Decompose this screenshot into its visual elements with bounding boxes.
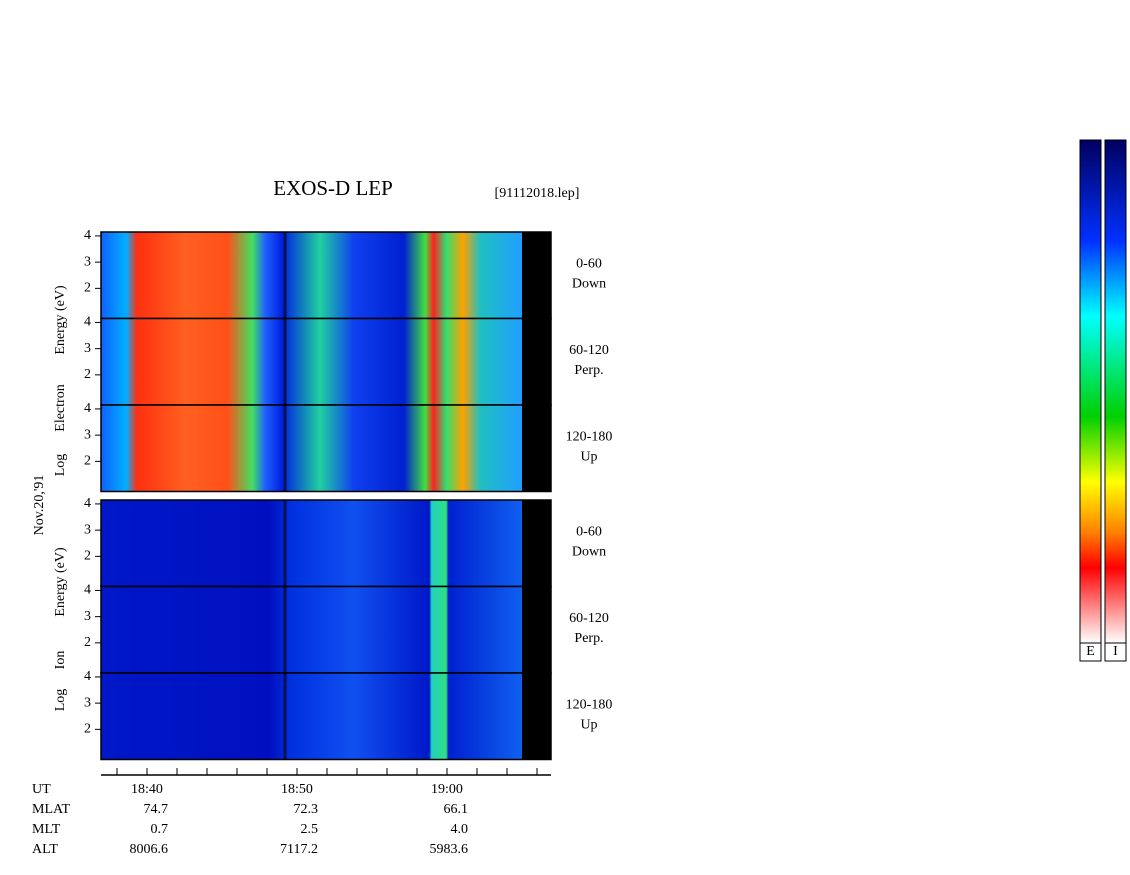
panel-direction: Down bbox=[572, 276, 606, 291]
date: Nov.20,'91 bbox=[32, 475, 47, 536]
color-bar-box bbox=[1104, 642, 1127, 662]
y-tick-label: 2 bbox=[84, 549, 91, 564]
no-data bbox=[522, 318, 551, 405]
row-label: MLAT bbox=[32, 802, 71, 817]
y-axis-label: Electron bbox=[53, 384, 68, 431]
no-data bbox=[522, 673, 551, 760]
color-bar-box bbox=[1079, 642, 1102, 662]
orbit-value: 0.7 bbox=[151, 822, 169, 837]
color-bar-label: I bbox=[1113, 644, 1118, 659]
panel-angle: 120-180 bbox=[566, 429, 613, 444]
y-tick-label: 4 bbox=[84, 669, 91, 684]
y-tick-label: 2 bbox=[84, 454, 91, 469]
panel-angle: 0-60 bbox=[576, 524, 602, 539]
row-label: MLT bbox=[32, 822, 61, 837]
y-axis-label: Log bbox=[53, 454, 68, 477]
color-bar-label: E bbox=[1086, 644, 1095, 659]
orbit-value: 74.7 bbox=[144, 802, 169, 817]
time-label: 18:50 bbox=[281, 782, 313, 797]
y-tick-label: 4 bbox=[84, 315, 91, 330]
y-tick-label: 3 bbox=[84, 695, 91, 710]
y-tick-label: 4 bbox=[84, 583, 91, 598]
y-tick-label: 2 bbox=[84, 722, 91, 737]
row-label: UT bbox=[32, 782, 51, 797]
panel-frame bbox=[100, 404, 552, 493]
spectrogram bbox=[101, 673, 522, 760]
y-axis-label: Energy (eV) bbox=[53, 547, 68, 617]
spectrogram bbox=[101, 500, 522, 587]
color-bar bbox=[1104, 139, 1127, 644]
y-tick-label: 3 bbox=[84, 341, 91, 356]
color-bar bbox=[1079, 139, 1102, 644]
y-tick-label: 3 bbox=[84, 609, 91, 624]
y-tick-label: 3 bbox=[84, 522, 91, 537]
orbit-value: 4.0 bbox=[451, 822, 469, 837]
title: EXOS-D LEP bbox=[273, 176, 393, 200]
y-axis-label: Energy (eV) bbox=[53, 285, 68, 355]
no-data bbox=[522, 586, 551, 673]
panel-frame bbox=[100, 672, 552, 761]
panel-direction: Perp. bbox=[574, 363, 603, 378]
no-data bbox=[522, 232, 551, 319]
orbit-value: 7117.2 bbox=[280, 842, 318, 857]
time-label: 19:00 bbox=[431, 782, 463, 797]
panel-angle: 0-60 bbox=[576, 256, 602, 271]
row-label: ALT bbox=[32, 842, 58, 857]
panel-angle: 60-120 bbox=[569, 611, 609, 626]
y-tick-label: 4 bbox=[84, 401, 91, 416]
spectrogram bbox=[101, 318, 522, 405]
panel-direction: Up bbox=[580, 449, 597, 464]
panel-angle: 120-180 bbox=[566, 697, 613, 712]
panel-angle: 60-120 bbox=[569, 343, 609, 358]
orbit-value: 8006.6 bbox=[130, 842, 169, 857]
y-tick-label: 2 bbox=[84, 367, 91, 382]
y-tick-label: 4 bbox=[84, 496, 91, 511]
panel-direction: Perp. bbox=[574, 631, 603, 646]
y-tick-label: 2 bbox=[84, 635, 91, 650]
panel-direction: Up bbox=[580, 717, 597, 732]
no-data bbox=[522, 405, 551, 492]
y-tick-label: 3 bbox=[84, 254, 91, 269]
y-tick-label: 3 bbox=[84, 427, 91, 442]
y-axis-label: Log bbox=[53, 689, 68, 712]
orbit-value: 72.3 bbox=[294, 802, 319, 817]
panel-direction: Down bbox=[572, 544, 606, 559]
orbit-value: 5983.6 bbox=[430, 842, 469, 857]
spectrogram bbox=[101, 586, 522, 673]
file-name: [91112018.lep] bbox=[495, 186, 580, 201]
spectrogram bbox=[101, 405, 522, 492]
y-tick-label: 2 bbox=[84, 281, 91, 296]
time-label: 18:40 bbox=[131, 782, 163, 797]
y-tick-label: 4 bbox=[84, 228, 91, 243]
orbit-value: 2.5 bbox=[301, 822, 319, 837]
spectrogram bbox=[101, 232, 522, 319]
y-axis-label: Ion bbox=[53, 651, 68, 670]
orbit-value: 66.1 bbox=[444, 802, 469, 817]
no-data bbox=[522, 500, 551, 587]
